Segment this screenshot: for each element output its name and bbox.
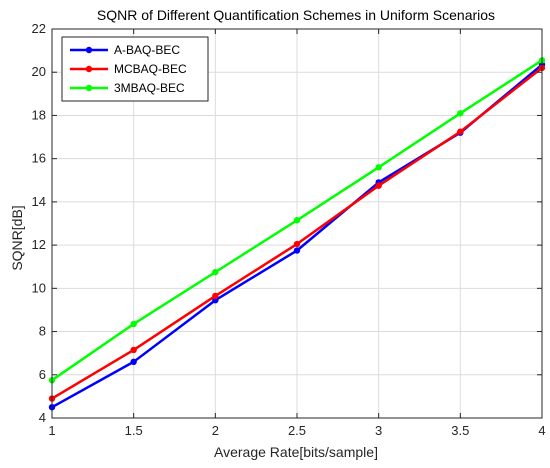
data-point xyxy=(130,358,137,366)
y-tick-label: 20 xyxy=(32,64,46,79)
series-layer xyxy=(48,57,546,411)
data-point xyxy=(457,128,464,135)
data-point xyxy=(293,217,301,224)
x-tick-label: 2.5 xyxy=(288,423,306,438)
y-tick-label: 22 xyxy=(32,21,46,36)
data-point xyxy=(293,240,301,248)
x-axis-label: Average Rate[bits/sample] xyxy=(214,444,378,460)
y-tick-label: 4 xyxy=(39,410,46,425)
legend-entry-label: MCBAQ-BEC xyxy=(114,62,187,76)
x-tick-label: 3.5 xyxy=(451,423,469,438)
legend-swatch-marker xyxy=(85,46,93,54)
data-point xyxy=(212,292,219,300)
legend-entry-label: A-BAQ-BEC xyxy=(114,43,180,57)
y-tick-label: 8 xyxy=(39,324,46,339)
legend-swatch-marker xyxy=(85,65,93,73)
data-point xyxy=(375,164,382,171)
axis-ticks: 1 1.5 2 2.5 3 3.5 4 4 6 8 10 12 14 16 18 20 22 xyxy=(32,21,546,438)
legend-entry-label: 3MBAQ-BEC xyxy=(114,81,185,95)
y-tick-label: 18 xyxy=(32,107,46,122)
y-axis-label: SQNR[dB] xyxy=(9,205,25,270)
x-tick-label: 1.5 xyxy=(125,423,143,438)
y-tick-label: 12 xyxy=(32,237,46,252)
y-tick-label: 6 xyxy=(39,367,46,382)
x-tick-label: 1 xyxy=(48,423,55,438)
y-tick-label: 16 xyxy=(32,151,46,166)
legend-swatch-marker xyxy=(85,84,93,92)
data-point xyxy=(130,346,137,354)
data-point xyxy=(375,182,382,189)
data-point xyxy=(457,110,464,117)
x-tick-label: 4 xyxy=(538,423,545,438)
data-point xyxy=(212,268,219,276)
data-point xyxy=(130,320,137,328)
y-tick-label: 14 xyxy=(32,194,46,209)
legend: A-BAQ-BEC MCBAQ-BEC 3MBAQ-BEC xyxy=(61,36,209,102)
data-point xyxy=(293,247,301,254)
x-tick-label: 3 xyxy=(375,423,382,438)
chart-title: SQNR of Different Quantification Schemes… xyxy=(97,7,495,23)
x-tick-label: 2 xyxy=(212,423,219,438)
y-tick-label: 10 xyxy=(32,280,46,295)
